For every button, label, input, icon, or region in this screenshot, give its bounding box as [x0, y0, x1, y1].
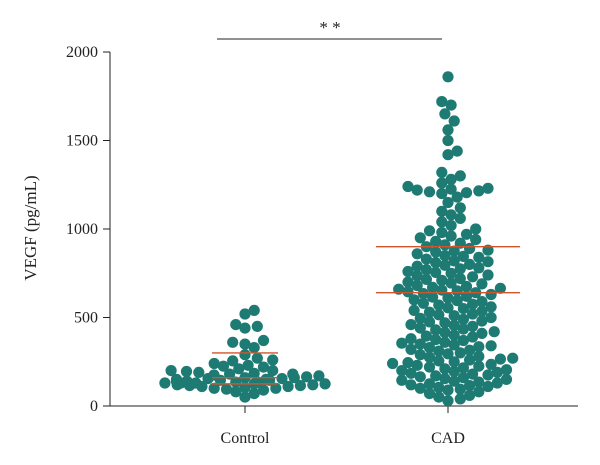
point-control [313, 370, 324, 381]
point-cad [436, 96, 447, 107]
point-cad [405, 333, 416, 344]
x-tick-label-cad: CAD [431, 430, 465, 447]
point-cad [486, 289, 497, 300]
point-cad [455, 202, 466, 213]
point-cad [461, 187, 472, 198]
point-control [181, 366, 192, 377]
labels: VEGF (pg/mL) [21, 175, 40, 280]
point-cad [424, 362, 435, 373]
point-control [252, 321, 263, 332]
point-cad [412, 261, 423, 272]
point-control [230, 319, 241, 330]
point-cad [436, 227, 447, 238]
point-cad [495, 354, 506, 365]
point-cad [482, 183, 493, 194]
point-control [209, 358, 220, 369]
point-cad [396, 375, 407, 386]
point-cad [501, 374, 512, 385]
point-cad [442, 135, 453, 146]
point-control [227, 355, 238, 366]
point-cad [501, 364, 512, 375]
point-control [267, 354, 278, 365]
point-cad [436, 216, 447, 227]
point-cad [476, 328, 487, 339]
point-control [287, 369, 298, 380]
point-cad [402, 181, 413, 192]
point-control [193, 367, 204, 378]
point-cad [436, 167, 447, 178]
data-points [159, 71, 518, 406]
point-cad [473, 341, 484, 352]
point-control [166, 365, 177, 376]
y-tick-label: 2000 [66, 44, 98, 61]
point-cad [486, 340, 497, 351]
point-control [249, 305, 260, 316]
point-cad [412, 248, 423, 259]
y-tick-label: 1000 [66, 221, 98, 238]
point-cad [452, 146, 463, 157]
point-control [181, 376, 192, 387]
point-control [239, 339, 250, 350]
point-control [243, 360, 254, 371]
point-control [252, 353, 263, 364]
point-cad [424, 225, 435, 236]
point-cad [507, 353, 518, 364]
point-control [239, 349, 250, 360]
point-control [159, 377, 170, 388]
point-cad [473, 351, 484, 362]
x-tick-label-control: Control [221, 430, 270, 447]
point-cad [409, 305, 420, 316]
point-cad [470, 223, 481, 234]
point-cad [446, 184, 457, 195]
point-control [301, 371, 312, 382]
point-control [208, 369, 219, 380]
point-cad [405, 319, 416, 330]
point-control [227, 337, 238, 348]
point-cad [387, 358, 398, 369]
significance-annotation: * * [217, 18, 442, 39]
point-cad [473, 252, 484, 263]
point-cad [415, 232, 426, 243]
y-axis-title: VEGF (pg/mL) [21, 175, 40, 280]
y-tick-label: 1500 [66, 133, 98, 150]
point-cad [489, 326, 500, 337]
point-control [276, 373, 287, 384]
point-control [258, 335, 269, 346]
point-cad [424, 186, 435, 197]
y-tick-label: 0 [90, 398, 98, 415]
point-cad [473, 361, 484, 372]
point-cad [402, 357, 413, 368]
point-cad [482, 269, 493, 280]
y-tick-label: 500 [74, 310, 98, 327]
point-cad [442, 71, 453, 82]
point-cad [486, 312, 497, 323]
significance-label: * * [319, 18, 340, 37]
point-cad [449, 115, 460, 126]
point-cad [455, 170, 466, 181]
point-cad [402, 277, 413, 288]
